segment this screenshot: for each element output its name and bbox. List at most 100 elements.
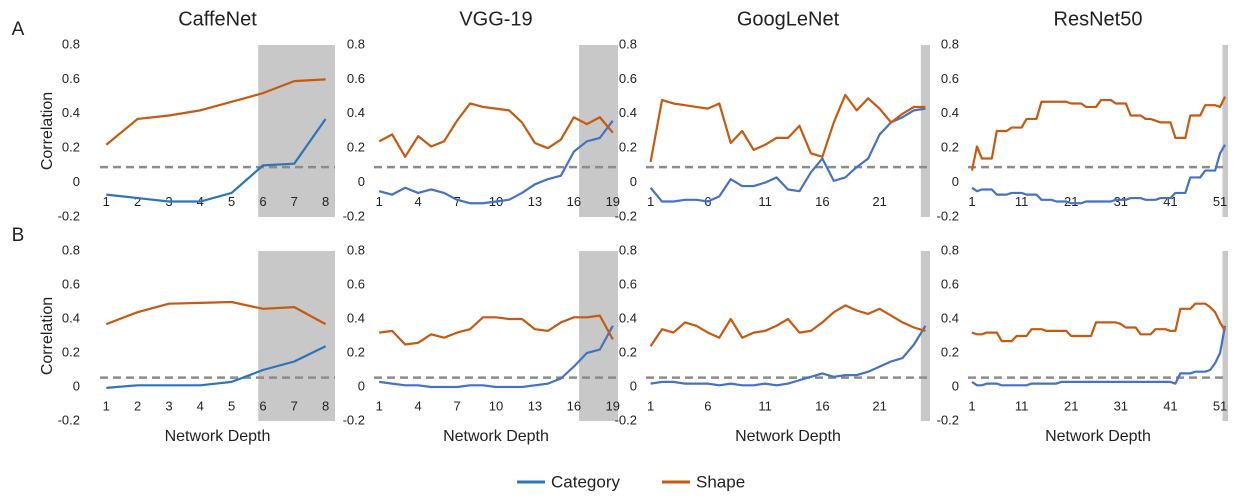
x-tick-label: 51 (1213, 194, 1227, 209)
y-tick-label: -0.2 (615, 412, 637, 427)
y-tick-label: 0 (952, 378, 959, 393)
y-tick-label: 0.4 (619, 105, 637, 120)
y-tick-label: 0.6 (941, 276, 959, 291)
shaded-region (1222, 45, 1228, 217)
y-tick-label: 0.6 (619, 71, 637, 86)
x-tick-label: 41 (1163, 398, 1177, 413)
x-tick-label: 4 (197, 398, 204, 413)
y-tick-label: 0.4 (941, 105, 959, 120)
x-tick-label: 2 (134, 398, 141, 413)
y-tick-label: 0.6 (62, 276, 80, 291)
y-tick-label: 0.6 (347, 71, 365, 86)
y-tick-label: 0.2 (941, 140, 959, 155)
x-tick-label: 1 (647, 194, 654, 209)
series-line (106, 118, 327, 203)
y-tick-label: 0.8 (941, 36, 959, 51)
x-tick-label: 16 (815, 194, 829, 209)
y-tick-label: 0 (630, 174, 637, 189)
x-tick-label: 13 (528, 194, 542, 209)
series-line (649, 304, 926, 347)
x-tick-label: 1 (376, 398, 383, 413)
y-tick-label: 0.8 (347, 242, 365, 257)
x-tick-label: 7 (291, 194, 298, 209)
x-tick-label: 7 (453, 398, 460, 413)
x-tick-label: 1 (647, 398, 654, 413)
y-tick-label: 0.4 (619, 310, 637, 325)
shaded-region (920, 251, 930, 421)
y-tick-label: 0.8 (619, 242, 637, 257)
series-line (378, 102, 614, 158)
x-tick-label: 1 (103, 194, 110, 209)
y-tick-label: 0.4 (62, 310, 80, 325)
x-tick-label: 3 (165, 398, 172, 413)
y-tick-label: 0.8 (62, 36, 80, 51)
y-tick-label: 0 (73, 174, 80, 189)
x-tick-label: 6 (704, 398, 711, 413)
y-tick-label: 0 (358, 378, 365, 393)
y-tick-label: 0.6 (941, 71, 959, 86)
x-axis-label: Network Depth (1045, 428, 1151, 445)
y-tick-label: -0.2 (937, 208, 959, 223)
x-tick-label: 11 (758, 194, 772, 209)
x-tick-label: 1 (968, 194, 975, 209)
y-tick-label: 0.4 (347, 105, 365, 120)
series-line (971, 325, 1227, 387)
x-tick-label: 19 (606, 398, 620, 413)
series-line (105, 300, 327, 326)
x-tick-label: 1 (968, 398, 975, 413)
x-tick-label: 16 (815, 398, 829, 413)
y-tick-label: 0.6 (347, 276, 365, 291)
panel-title: ResNet50 (1054, 8, 1143, 30)
y-tick-label: 0.4 (941, 310, 959, 325)
x-tick-label: 8 (322, 194, 329, 209)
series-line (650, 325, 927, 387)
x-tick-label: 2 (134, 194, 141, 209)
series-line (106, 345, 327, 389)
x-axis-label: Network Depth (735, 428, 841, 445)
shaded-region (920, 45, 930, 217)
x-tick-label: 19 (606, 194, 620, 209)
x-tick-label: 16 (567, 194, 581, 209)
y-tick-label: 0.6 (619, 276, 637, 291)
y-tick-label: -0.2 (58, 208, 80, 223)
x-tick-label: 6 (259, 194, 266, 209)
y-tick-label: -0.2 (615, 208, 637, 223)
panel-label: A (12, 19, 25, 40)
y-tick-label: 0 (952, 174, 959, 189)
shaded-region (258, 45, 335, 217)
series-line (379, 325, 614, 389)
x-tick-label: 5 (228, 194, 235, 209)
series-line (971, 144, 1226, 205)
x-tick-label: 21 (872, 398, 886, 413)
series-line (649, 93, 926, 163)
y-tick-label: -0.2 (343, 412, 365, 427)
y-tick-label: 0 (358, 174, 365, 189)
y-tick-label: -0.2 (343, 208, 365, 223)
y-axis-label: Correlation (39, 92, 56, 170)
x-axis-label: Network Depth (165, 428, 271, 445)
y-tick-label: 0.2 (619, 140, 637, 155)
x-tick-label: 4 (415, 398, 422, 413)
x-tick-label: 11 (758, 398, 772, 413)
x-tick-label: 1 (103, 398, 110, 413)
legend-label: Category (551, 472, 620, 491)
y-tick-label: 0.8 (619, 36, 637, 51)
y-tick-label: 0.2 (347, 140, 365, 155)
x-tick-label: 13 (528, 398, 542, 413)
x-tick-label: 31 (1114, 398, 1128, 413)
panel-title: GoogLeNet (737, 8, 840, 30)
legend-label: Shape (696, 472, 745, 491)
series-line (649, 107, 926, 203)
x-tick-label: 51 (1213, 398, 1227, 413)
x-tick-label: 10 (489, 398, 503, 413)
y-tick-label: 0.2 (62, 140, 80, 155)
y-tick-label: -0.2 (58, 412, 80, 427)
y-tick-label: 0.2 (619, 344, 637, 359)
panel-title: CaffeNet (178, 8, 257, 30)
y-tick-label: 0.8 (62, 242, 80, 257)
series-line (105, 78, 326, 146)
x-tick-label: 16 (567, 398, 581, 413)
y-tick-label: 0.8 (347, 36, 365, 51)
x-tick-label: 11 (1015, 398, 1029, 413)
